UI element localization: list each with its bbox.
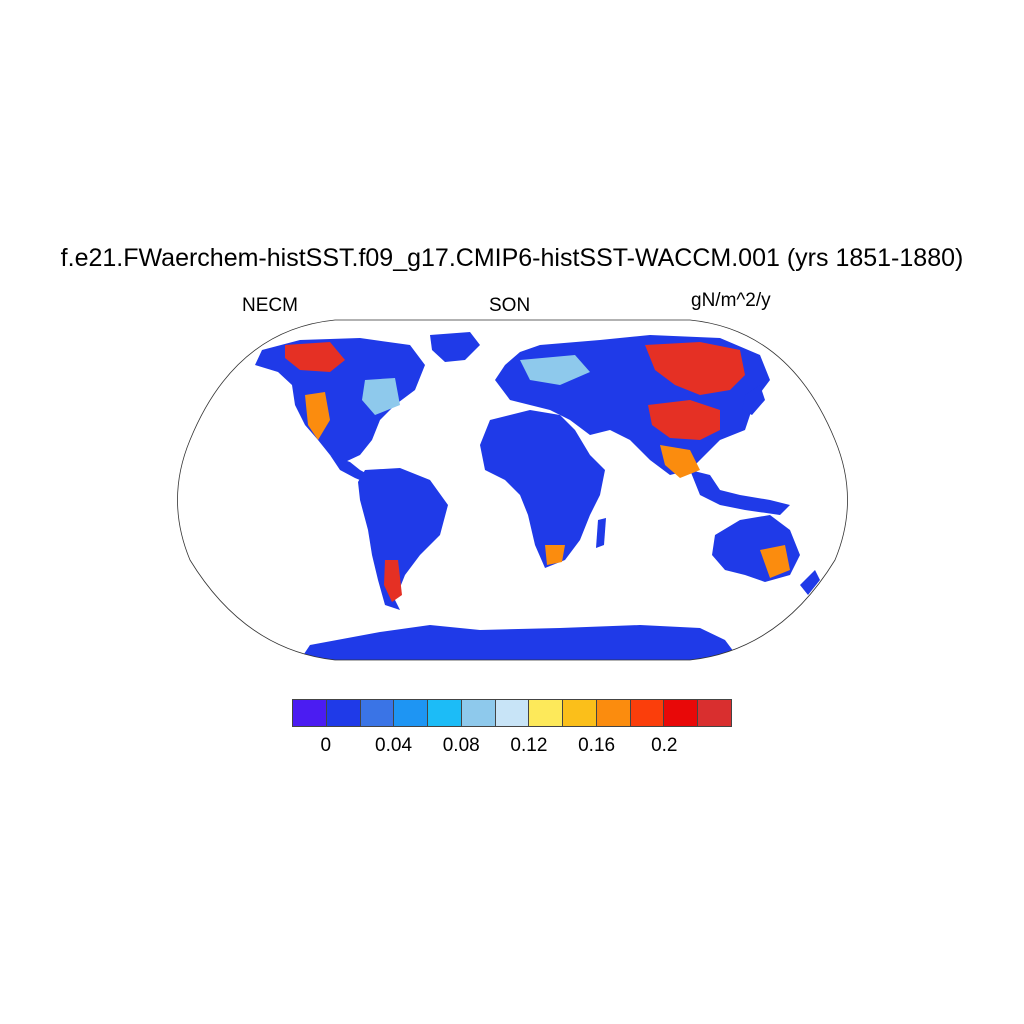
colorbar-tick-label: 0.08: [442, 735, 480, 756]
new-zealand: [800, 570, 820, 595]
colorbar-swatch: [698, 700, 731, 726]
hotspot-south-africa: [545, 545, 565, 565]
colorbar: [292, 699, 732, 727]
hotspot-australia: [760, 545, 790, 578]
colorbar-swatch: [326, 700, 361, 726]
units-label: gN/m^2/y: [691, 290, 771, 311]
season-label: SON: [489, 295, 531, 316]
africa: [480, 410, 605, 568]
madagascar: [596, 518, 606, 548]
colorbar-tick-label: 0.2: [651, 735, 678, 756]
hotspot-india: [660, 445, 700, 478]
south-america: [358, 468, 448, 610]
colorbar-swatch: [563, 700, 597, 726]
colorbar-swatch: [428, 700, 462, 726]
north-america: [255, 338, 425, 462]
colorbar-tick-label: 0.04: [375, 735, 413, 756]
southeast-asia: [690, 470, 790, 515]
hotspot-north-america-nw: [285, 342, 345, 372]
colorbar-swatch: [495, 700, 530, 726]
greenland: [430, 332, 480, 362]
map-title: f.e21.FWaerchem-histSST.f09_g17.CMIP6-hi…: [60, 244, 964, 272]
hotspot-china: [645, 342, 745, 395]
colorbar-tick-label: 0.12: [510, 735, 548, 756]
colorbar-swatch: [664, 700, 699, 726]
colorbar-tick-label: 0.16: [578, 735, 616, 756]
hotspot-north-america-west: [305, 392, 330, 440]
variable-label: NECM: [242, 295, 298, 316]
antarctica: [300, 625, 740, 660]
colorbar-swatch: [596, 700, 631, 726]
colorbar-swatch: [293, 700, 327, 726]
colorbar-swatch: [529, 700, 564, 726]
hotspot-layer: [285, 342, 790, 602]
hotspot-patagonia: [384, 560, 402, 602]
japan: [742, 385, 765, 415]
colorbar-swatch: [461, 700, 496, 726]
hotspot-east-us: [362, 378, 400, 415]
colorbar-swatch: [630, 700, 665, 726]
colorbar-swatch: [360, 700, 395, 726]
hotspot-europe: [520, 355, 590, 385]
australia: [712, 515, 800, 582]
map-boundary: [177, 319, 848, 661]
colorbar-swatch: [394, 700, 429, 726]
hotspot-east-asia: [648, 400, 720, 440]
colorbar-tick-label: 0: [320, 735, 332, 756]
